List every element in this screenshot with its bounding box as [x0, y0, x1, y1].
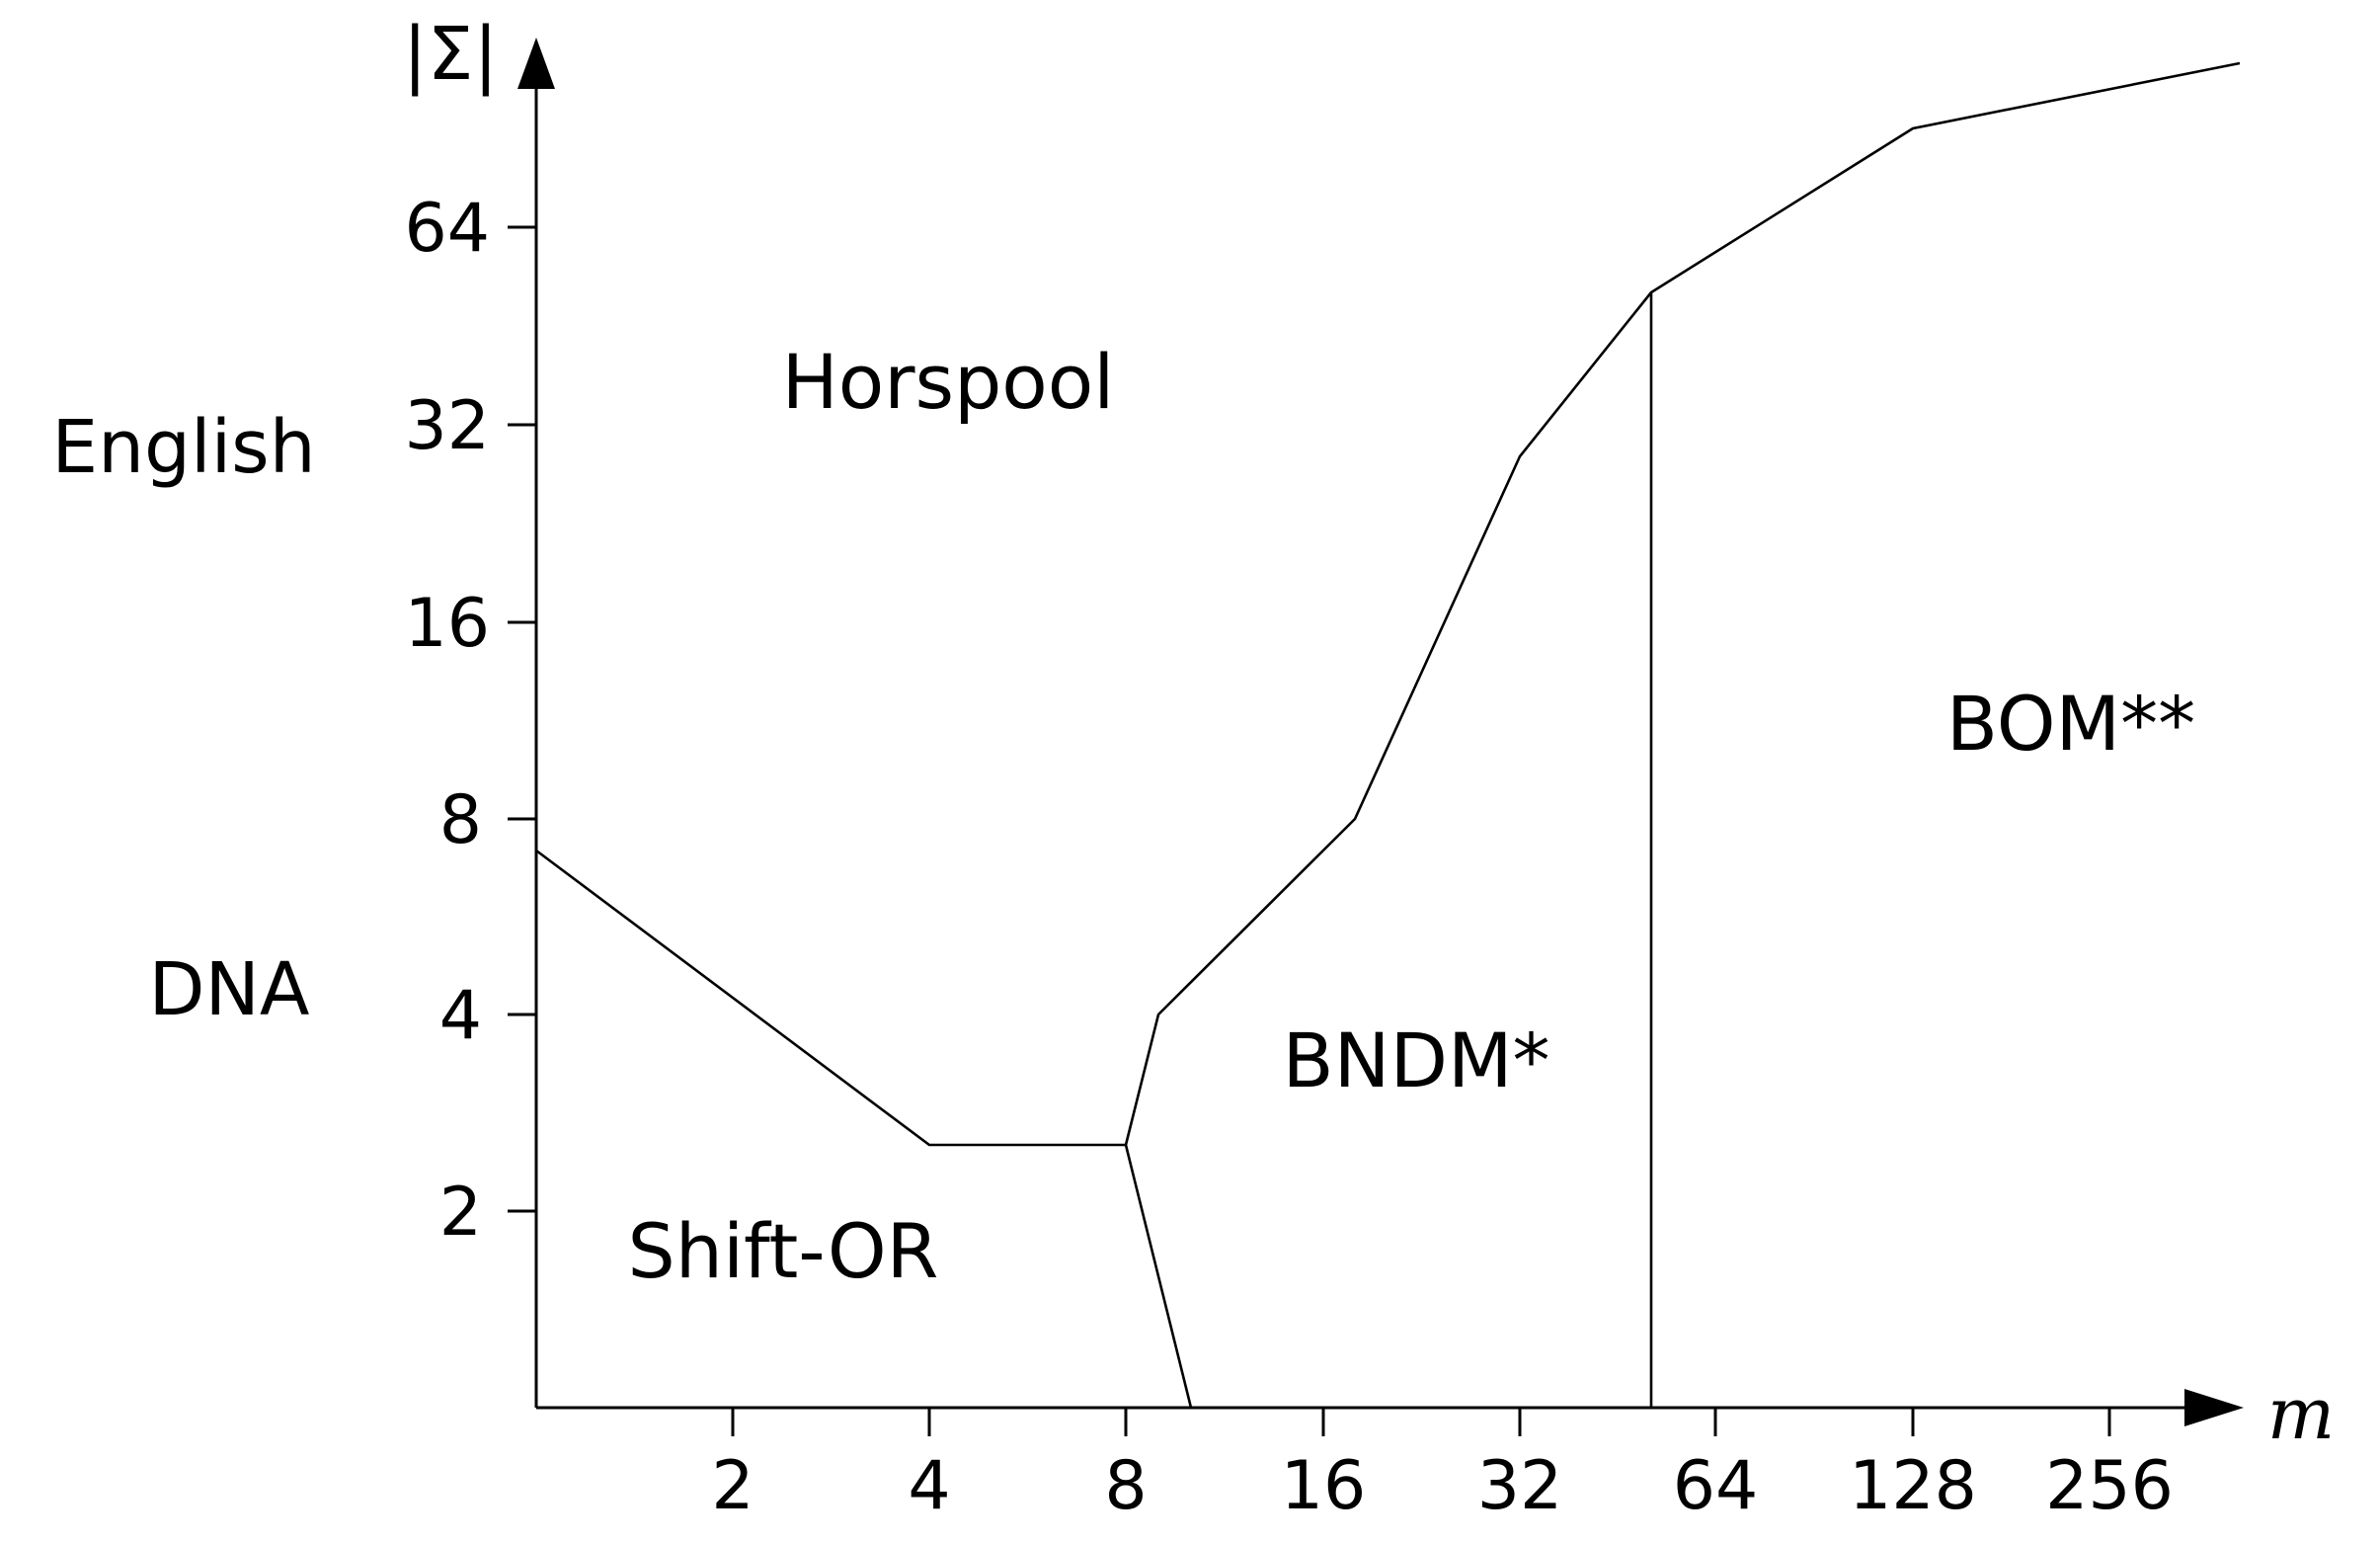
y-tick-label-2: 2: [439, 1174, 482, 1252]
dna-label: DNA: [149, 947, 310, 1032]
bom-region-label: BOM**: [1946, 680, 2195, 768]
y-ticks: 2 4 8 16 32 64: [404, 190, 536, 1252]
shift-or-region-label: Shift-OR: [628, 1207, 939, 1295]
x-tick-label-16: 16: [1281, 1447, 1367, 1525]
y-axis-title: |Σ|: [403, 12, 499, 97]
x-tick-label-256: 256: [2045, 1447, 2174, 1525]
y-axis-arrowhead: [517, 38, 555, 89]
x-axis-arrowhead: [2184, 1389, 2244, 1426]
x-tick-label-2: 2: [711, 1447, 754, 1525]
x-tick-label-64: 64: [1673, 1447, 1759, 1525]
x-tick-label-4: 4: [908, 1447, 950, 1525]
y-tick-label-8: 8: [439, 781, 482, 859]
axes: [517, 38, 2244, 1426]
y-tick-label-4: 4: [439, 977, 482, 1055]
bndm-region-label: BNDM*: [1282, 1016, 1549, 1104]
horspool-region-label: Horspool: [782, 338, 1115, 426]
x-ticks: 2 4 8 16 32 64 128 256: [711, 1408, 2174, 1525]
x-tick-label-8: 8: [1104, 1447, 1147, 1525]
shift-or-horspool-boundary: [535, 849, 1126, 1147]
y-tick-label-32: 32: [404, 387, 490, 465]
bndm-horspool-boundary: [1124, 61, 2241, 1146]
english-label: English: [51, 405, 315, 490]
shift-or-bndm-boundary: [1124, 1144, 1193, 1409]
y-tick-label-64: 64: [404, 190, 490, 268]
region-boundaries: [535, 61, 2241, 1409]
x-axis-title: m: [2267, 1372, 2335, 1455]
y-tick-label-16: 16: [404, 585, 490, 663]
x-tick-label-32: 32: [1477, 1447, 1563, 1525]
x-tick-label-128: 128: [1849, 1447, 1977, 1525]
